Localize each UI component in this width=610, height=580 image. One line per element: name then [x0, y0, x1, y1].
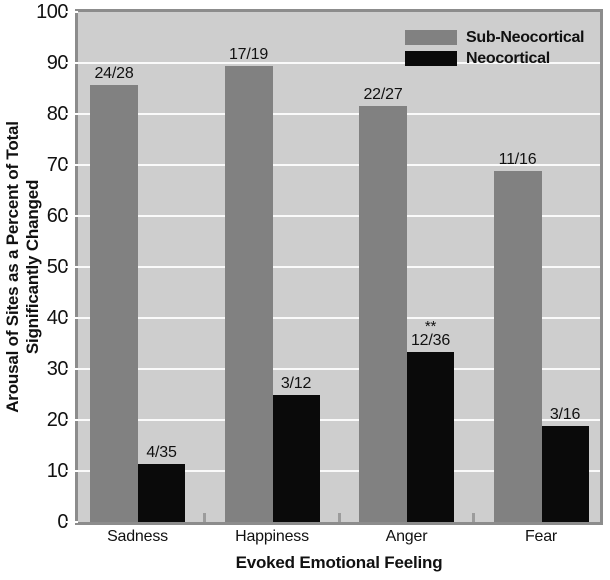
y-tick-label-50: 50 [46, 256, 69, 278]
bar-label-wrap: ** 12/36 [410, 318, 451, 350]
y-tick-label-80: 80 [46, 103, 69, 125]
x-tick-label-sadness: Sadness [107, 528, 168, 545]
bar-sub-neocortical-sadness: 24/28 [90, 65, 138, 522]
bar-sub-neocortical-anger: 22/27 [359, 86, 407, 522]
y-tick-mark-10 [66, 470, 78, 472]
bar-sub-neocortical-fear: 11/16 [493, 151, 542, 522]
bar-label-wrap: 4/35 [146, 443, 177, 462]
y-tick-mark-40 [66, 317, 78, 319]
legend-label: Neocortical [466, 50, 550, 67]
y-tick-mark-60 [66, 215, 78, 217]
x-tick-label-fear: Fear [524, 528, 558, 545]
y-tick-label-0: 0 [57, 511, 68, 533]
legend-item-neocortical: Neocortical [405, 50, 584, 67]
gridline-50 [78, 266, 600, 268]
x-tick-label-happiness: Happiness [235, 528, 309, 545]
y-tick-mark-80 [66, 113, 78, 115]
y-tick-mark-70 [66, 164, 78, 166]
bar-label-wrap: 3/12 [280, 374, 312, 393]
x-minor-tick [203, 513, 207, 522]
gridline-30 [78, 368, 600, 370]
legend: Sub-Neocortical Neocortical [405, 29, 585, 71]
bar-neocortical-anger: ** 12/36 [407, 319, 454, 522]
y-tick-mark-0 [66, 521, 78, 523]
y-tick-mark-100 [66, 11, 78, 13]
legend-swatch-sub-neocortical [405, 30, 457, 45]
bar-value-label: 17/19 [228, 45, 269, 63]
bar-neocortical-fear: 3/16 [541, 406, 589, 522]
legend-label: Sub-Neocortical [466, 29, 585, 46]
bar-value-label: 11/16 [498, 151, 537, 169]
y-tick-label-10: 10 [46, 460, 69, 482]
x-minor-tick [472, 513, 476, 522]
x-axis-title: Evoked Emotional Feeling [235, 553, 443, 572]
bar-value-label: 24/28 [94, 64, 134, 82]
plot-area: 24/28 4/35 17/19 3/12 22/27 ** 12/36 11/16 3/16 … [66, 9, 603, 525]
legend-swatch-neocortical [405, 51, 457, 66]
bar-label-wrap: 22/27 [363, 86, 402, 104]
bar-label-wrap: 24/28 [94, 65, 133, 83]
y-tick-label-70: 70 [46, 154, 69, 176]
bar-label-wrap: 17/19 [229, 46, 268, 64]
bar-neocortical-sadness: 4/35 [138, 444, 185, 522]
y-tick-label-100: 100 [36, 1, 68, 23]
significance-annotation: ** [424, 318, 437, 336]
bar-value-label: 3/12 [280, 374, 312, 392]
bar-group-happiness: 17/19 3/12 [224, 12, 320, 522]
bar-value-label: 4/35 [146, 443, 177, 461]
bar-label-wrap: 11/16 [499, 151, 537, 169]
y-tick-mark-90 [66, 62, 78, 64]
gridline-90 [78, 62, 600, 64]
bar-sub-neocortical-happiness: 17/19 [224, 46, 273, 522]
y-tick-mark-20 [66, 419, 78, 421]
y-tick-label-40: 40 [46, 307, 69, 329]
y-tick-mark-50 [66, 266, 78, 268]
y-tick-label-90: 90 [46, 52, 69, 74]
bar-value-label: 12/36 [410, 332, 451, 350]
bar-value-label: 22/27 [363, 86, 403, 104]
gridline-40 [78, 317, 600, 319]
gridline-10 [78, 470, 600, 472]
y-tick-label-30: 30 [46, 358, 69, 380]
gridline-60 [78, 215, 600, 217]
bar-label-wrap: 3/16 [549, 406, 581, 424]
gridline-70 [78, 164, 600, 166]
x-tick-label-anger: Anger [385, 528, 428, 545]
y-tick-mark-30 [66, 368, 78, 370]
bar-group-anger: 22/27 ** 12/36 [359, 12, 454, 522]
gridline-80 [78, 113, 600, 115]
gridline-20 [78, 419, 600, 421]
y-tick-label-60: 60 [46, 205, 69, 227]
bar-value-label: 3/16 [549, 406, 581, 424]
bar-group-fear: 11/16 3/16 [493, 12, 589, 522]
bar-neocortical-happiness: 3/12 [272, 375, 320, 522]
legend-item-sub-neocortical: Sub-Neocortical [405, 29, 585, 46]
x-minor-tick [337, 513, 341, 522]
bar-group-sadness: 24/28 4/35 [90, 12, 185, 522]
y-tick-label-20: 20 [46, 409, 69, 431]
